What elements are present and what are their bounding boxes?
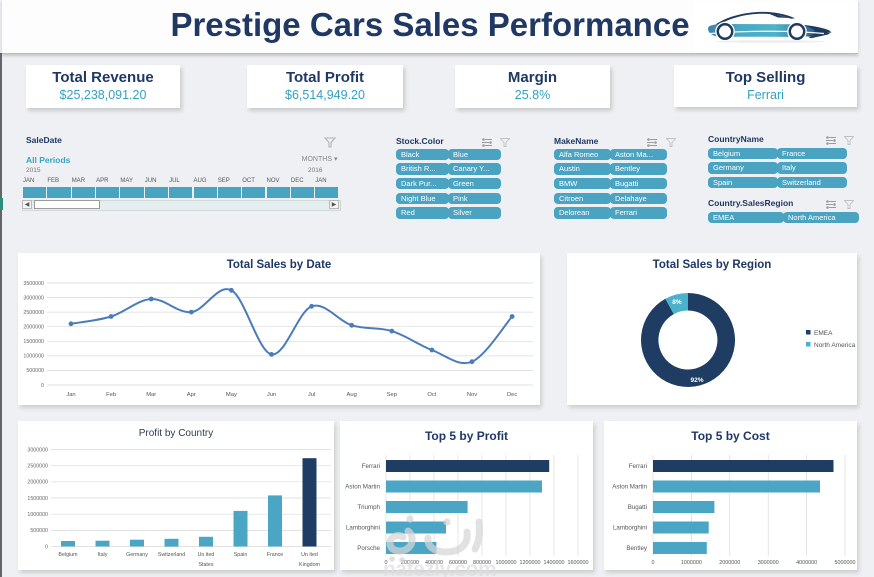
svg-text:Sep: Sep — [387, 392, 397, 398]
svg-text:1500000: 1500000 — [23, 339, 44, 345]
svg-text:1400000: 1400000 — [544, 560, 565, 566]
svg-text:4000000: 4000000 — [796, 560, 817, 566]
svg-text:1200000: 1200000 — [520, 560, 541, 566]
svg-text:States: States — [198, 562, 213, 568]
svg-text:200000: 200000 — [401, 560, 419, 566]
svg-text:0: 0 — [652, 560, 655, 566]
svg-text:Apr: Apr — [187, 392, 196, 398]
svg-text:1000000: 1000000 — [496, 560, 517, 566]
svg-text:Un ited: Un ited — [198, 552, 215, 558]
svg-text:Kingdom: Kingdom — [299, 562, 320, 568]
svg-text:3000000: 3000000 — [23, 295, 44, 301]
svg-text:Belgium: Belgium — [58, 552, 78, 558]
svg-text:France: France — [267, 552, 284, 558]
svg-text:1000000: 1000000 — [23, 354, 44, 360]
svg-text:0: 0 — [45, 544, 48, 550]
svg-text:3000000: 3000000 — [758, 560, 779, 566]
svg-text:EMEA: EMEA — [814, 330, 833, 337]
svg-text:Aug: Aug — [347, 392, 357, 398]
svg-text:Mar: Mar — [146, 392, 156, 398]
svg-text:Switzerland: Switzerland — [158, 552, 185, 558]
svg-text:1000000: 1000000 — [27, 512, 48, 518]
svg-text:1600000: 1600000 — [568, 560, 589, 566]
svg-text:Porsche: Porsche — [357, 545, 380, 552]
svg-text:Ferrari: Ferrari — [629, 463, 647, 470]
svg-text:2000000: 2000000 — [23, 325, 44, 331]
svg-text:Bentley: Bentley — [626, 545, 648, 552]
svg-text:Dec: Dec — [507, 392, 517, 398]
svg-text:Jul: Jul — [308, 392, 315, 398]
svg-text:3500000: 3500000 — [23, 281, 44, 287]
svg-text:5000000: 5000000 — [835, 560, 856, 566]
svg-text:Aston Martin: Aston Martin — [612, 484, 647, 491]
svg-text:Oct: Oct — [427, 392, 436, 398]
svg-text:Jan: Jan — [66, 392, 75, 398]
svg-text:Aston Martin: Aston Martin — [345, 484, 380, 491]
svg-text:2000000: 2000000 — [719, 560, 740, 566]
svg-text:2500000: 2500000 — [23, 310, 44, 316]
svg-text:1000000: 1000000 — [681, 560, 702, 566]
svg-text:2000000: 2000000 — [27, 480, 48, 486]
svg-text:92%: 92% — [690, 377, 703, 384]
svg-text:0: 0 — [41, 383, 44, 389]
svg-text:Lamborghini: Lamborghini — [346, 525, 380, 532]
svg-text:0: 0 — [385, 560, 388, 566]
svg-text:Jun: Jun — [267, 392, 276, 398]
svg-text:May: May — [226, 392, 237, 398]
svg-text:North America: North America — [814, 342, 856, 349]
svg-text:1500000: 1500000 — [27, 496, 48, 502]
svg-text:Feb: Feb — [106, 392, 116, 398]
svg-text:Lamborghini: Lamborghini — [613, 525, 647, 532]
svg-text:600000: 600000 — [449, 560, 467, 566]
svg-text:500000: 500000 — [30, 528, 48, 534]
svg-text:3000000: 3000000 — [27, 447, 48, 453]
svg-text:nafezly.com: nafezly.com — [383, 558, 496, 577]
svg-text:Italy: Italy — [98, 552, 108, 558]
svg-text:Triumph: Triumph — [358, 504, 381, 511]
svg-text:2500000: 2500000 — [27, 464, 48, 470]
svg-text:Spain: Spain — [234, 552, 248, 558]
svg-text:Bugatti: Bugatti — [628, 504, 647, 511]
svg-text:8%: 8% — [672, 299, 682, 306]
svg-text:Un ited: Un ited — [301, 552, 318, 558]
svg-text:Germany: Germany — [126, 552, 148, 558]
svg-text:800000: 800000 — [473, 560, 491, 566]
svg-text:500000: 500000 — [26, 368, 44, 374]
svg-text:400000: 400000 — [425, 560, 443, 566]
svg-text:Ferrari: Ferrari — [362, 463, 380, 470]
svg-text:Nov: Nov — [467, 392, 477, 398]
